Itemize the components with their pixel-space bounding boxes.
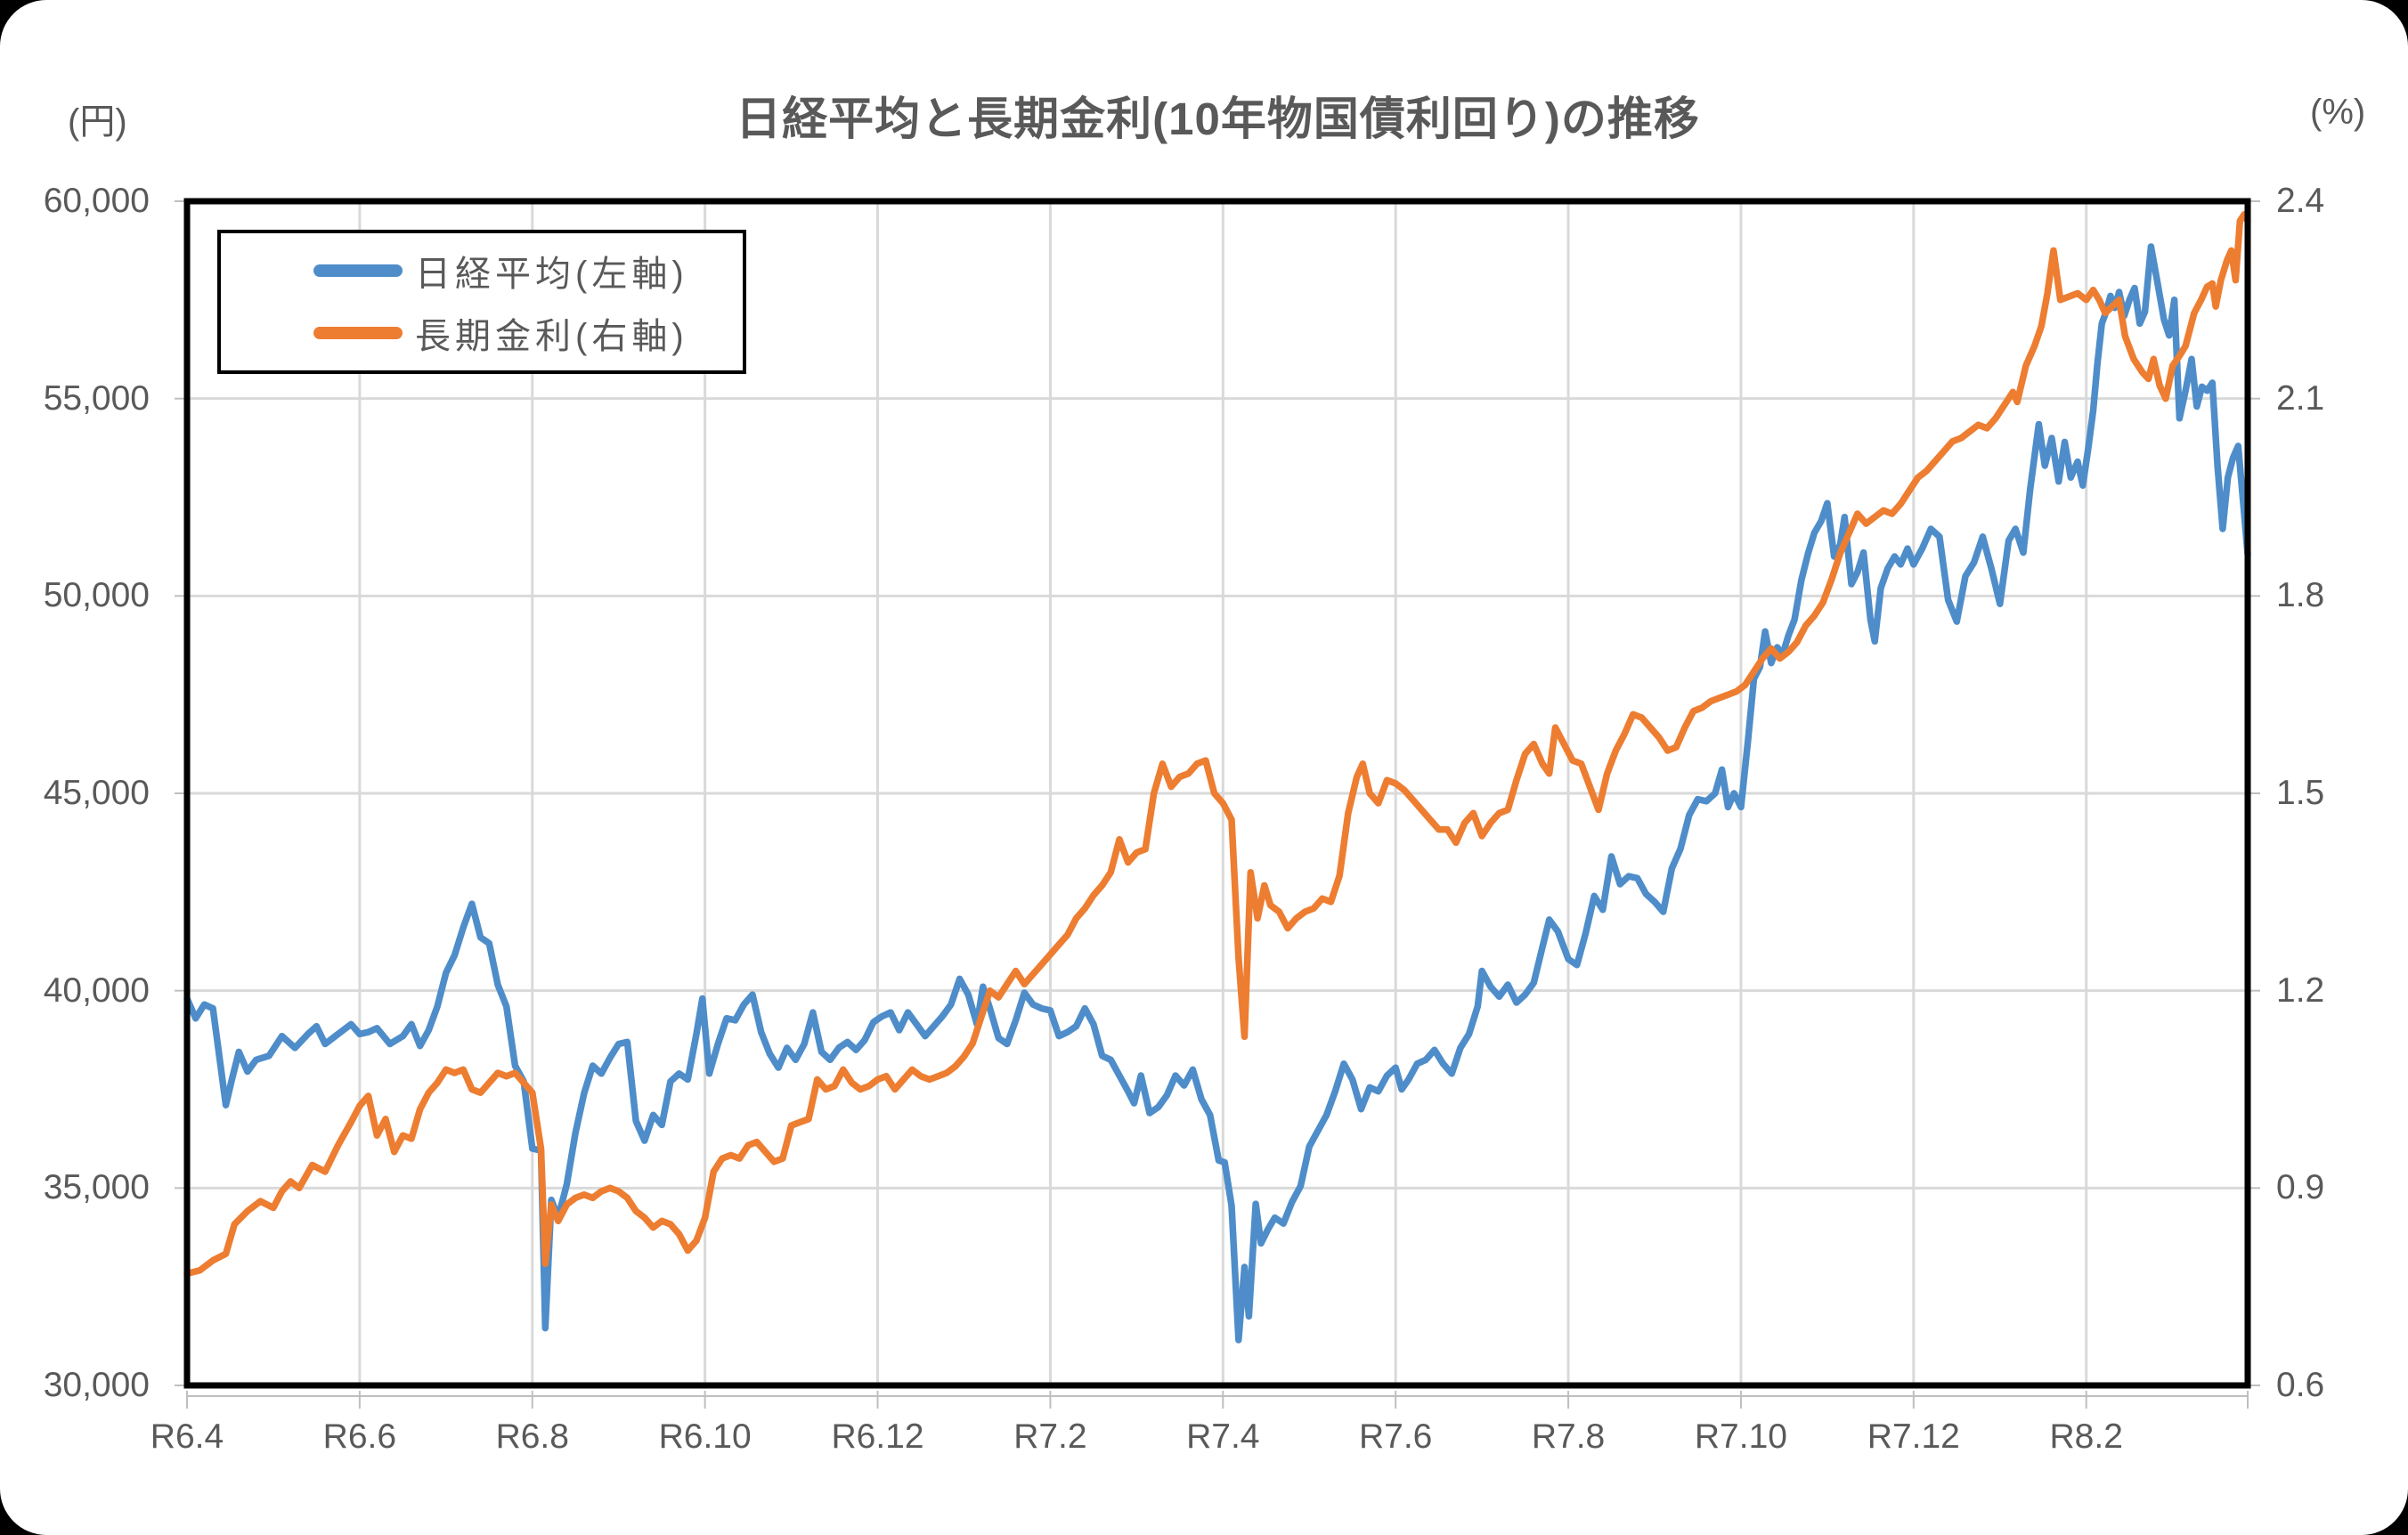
x-axis-tick-label: R7.10 [1694,1417,1787,1456]
left-axis-tick-label: 35,000 [43,1168,150,1207]
left-axis-tick-label: 55,000 [43,378,150,418]
legend-item-nikkei: 日経平均(左軸) [313,245,743,296]
data-series [183,211,2251,1344]
left-axis-tick-label: 50,000 [43,576,150,615]
left-axis-tick-label: 40,000 [43,971,150,1010]
right-axis-tick-label: 1.2 [2276,971,2325,1010]
x-axis-tick-label: R6.4 [150,1417,224,1456]
legend-label-rate: 長期金利(右軸) [415,317,688,357]
x-axis-tick-label: R8.2 [2049,1417,2123,1456]
series-line-rate [183,211,2251,1278]
nikkei-line-swatch [313,264,403,277]
left-axis-tick-label: 45,000 [43,774,150,812]
right-axis-tick-label: 1.5 [2276,774,2325,812]
x-axis-tick-label: R7.12 [1867,1417,1960,1456]
axis-ticks [175,200,2260,1409]
legend-label-nikkei: 日経平均(左軸) [415,254,688,294]
left-axis-tick-label: 60,000 [43,182,150,220]
right-axis-tick-label: 0.6 [2276,1366,2325,1404]
chart-title: 日経平均と長期金利(10年物国債利回り)の推移 [736,93,1700,144]
legend-box: 日経平均(左軸) 長期金利(右軸) [217,230,746,374]
right-axis-unit-label: (%) [2310,93,2366,132]
series-line-nikkei [183,243,2251,1344]
x-axis-tick-label: R7.2 [1013,1417,1087,1456]
right-axis-tick-label: 2.1 [2276,378,2325,418]
right-axis-tick-label: 2.4 [2276,182,2325,220]
right-axis-tick-label: 1.8 [2276,576,2325,615]
x-axis-tick-label: R6.12 [831,1417,924,1456]
right-axis-tick-label: 0.9 [2276,1168,2325,1207]
x-axis-tick-label: R6.6 [322,1417,397,1456]
left-axis-unit-label: (円) [68,102,127,142]
rate-line-swatch [313,327,403,340]
x-axis-tick-label: R6.8 [495,1417,569,1456]
plot-frame [183,198,2251,1389]
x-axis-tick-label: R6.10 [658,1417,752,1456]
x-axis-tick-label: R7.4 [1186,1417,1260,1456]
left-axis-tick-label: 30,000 [43,1366,150,1404]
legend-item-rate: 長期金利(右軸) [313,307,743,359]
x-axis-tick-label: R7.8 [1531,1417,1606,1456]
x-axis-tick-label: R7.6 [1358,1417,1433,1456]
